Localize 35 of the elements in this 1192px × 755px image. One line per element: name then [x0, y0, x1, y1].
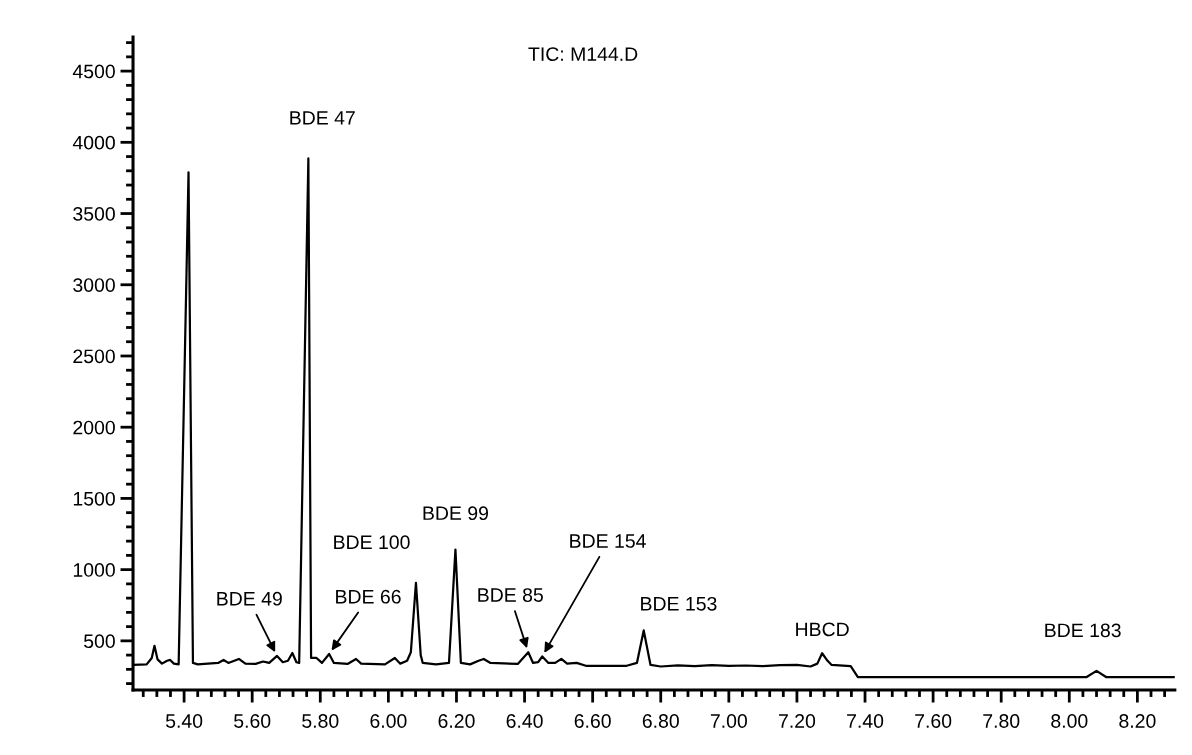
y-tick-label: 3500 — [73, 207, 115, 221]
y-tick-label: 4000 — [72, 135, 115, 150]
x-tick-label: 7.60 — [915, 714, 952, 728]
annotation: BDE 154 — [570, 534, 646, 548]
x-tick-label: 6.20 — [438, 714, 475, 728]
annotation: BDE 100 — [334, 535, 410, 550]
x-tick-label: 5.60 — [234, 714, 271, 728]
y-tick-label: 2000 — [73, 420, 115, 435]
chart-title: TIC: M144.D — [528, 47, 638, 61]
x-tick-label: 6.80 — [642, 714, 679, 728]
annotation: BDE 99 — [423, 506, 489, 521]
annotation: BDE 85 — [478, 588, 543, 602]
y-tick-label: 3000 — [73, 278, 115, 292]
x-tick-label: 7.40 — [847, 714, 884, 728]
x-tick-label: 5.80 — [302, 714, 339, 728]
x-tick-label: 6.00 — [370, 714, 407, 728]
x-tick-label: 8.20 — [1119, 714, 1156, 728]
y-tick-label: 1000 — [73, 563, 115, 577]
y-tick-label: 500 — [84, 634, 115, 649]
annotation: HBCD — [796, 622, 849, 637]
y-tick-label: 2500 — [73, 349, 115, 364]
annotation: BDE 49 — [217, 591, 282, 606]
annotation: BDE 153 — [641, 596, 717, 611]
y-tick-label: 4500 — [72, 64, 115, 79]
annotation: BDE 66 — [336, 589, 401, 604]
x-tick-label: 7.20 — [779, 714, 816, 728]
y-tick-label: 1500 — [73, 491, 115, 506]
annotation: BDE 183 — [1045, 623, 1121, 638]
x-tick-label: 7.80 — [983, 714, 1020, 728]
x-tick-label: 6.60 — [574, 714, 611, 728]
x-tick-label: 8.00 — [1051, 714, 1088, 728]
x-tick-label: 7.00 — [710, 714, 747, 728]
x-tick-label: 5.40 — [165, 714, 203, 728]
x-tick-label: 6.40 — [506, 714, 543, 728]
annotation: BDE 47 — [290, 111, 355, 125]
